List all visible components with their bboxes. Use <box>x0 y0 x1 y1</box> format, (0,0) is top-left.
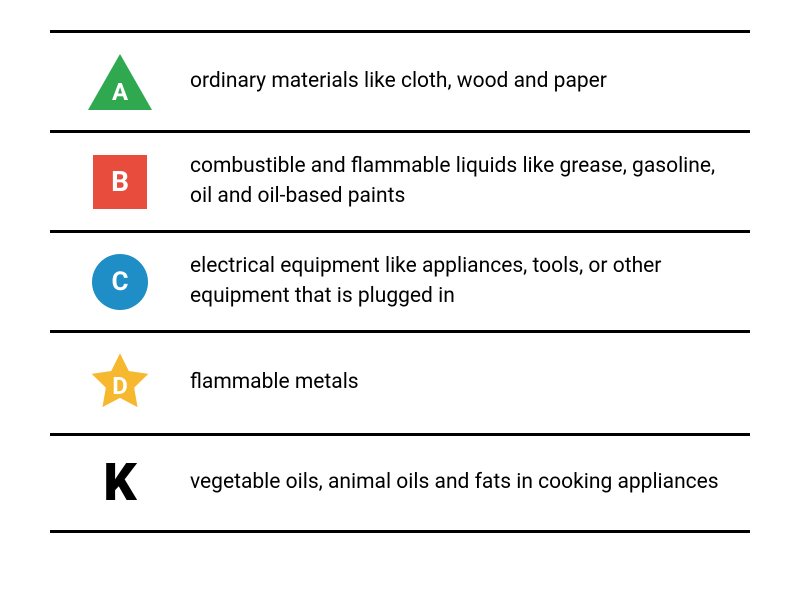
class-letter: D <box>86 349 154 417</box>
class-description: flammable metals <box>190 368 750 397</box>
table-row: A ordinary materials like cloth, wood an… <box>50 30 750 130</box>
class-description: electrical equipment like appliances, to… <box>190 252 750 311</box>
square-icon: B <box>93 155 147 209</box>
icon-cell: C <box>50 254 190 310</box>
triangle-icon: A <box>88 54 152 110</box>
letter-icon: K <box>103 457 136 509</box>
icon-cell: B <box>50 155 190 209</box>
table-row: D flammable metals <box>50 330 750 433</box>
table-row: C electrical equipment like appliances, … <box>50 230 750 330</box>
table-row: B combustible and flammable liquids like… <box>50 130 750 230</box>
class-letter: K <box>103 452 136 513</box>
icon-cell: A <box>50 54 190 110</box>
class-letter: B <box>111 165 129 198</box>
class-description: combustible and flammable liquids like g… <box>190 152 750 211</box>
table-row: K vegetable oils, animal oils and fats i… <box>50 433 750 533</box>
class-description: vegetable oils, animal oils and fats in … <box>190 468 750 497</box>
fire-class-table: A ordinary materials like cloth, wood an… <box>50 30 750 533</box>
class-letter: A <box>88 78 152 106</box>
class-description: ordinary materials like cloth, wood and … <box>190 67 750 96</box>
icon-cell: K <box>50 457 190 509</box>
circle-icon: C <box>92 254 148 310</box>
class-letter: C <box>111 267 128 297</box>
icon-cell: D <box>50 349 190 417</box>
star-icon: D <box>86 349 154 417</box>
